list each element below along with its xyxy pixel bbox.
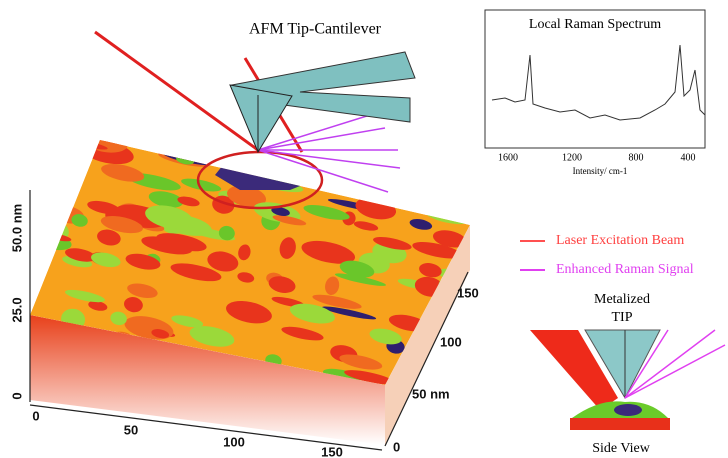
surface-feature	[403, 181, 425, 206]
surface-feature	[311, 136, 325, 147]
surface-feature	[26, 193, 45, 208]
z-tick: 50.0 nm	[9, 204, 24, 252]
x-tick: 0	[32, 408, 39, 423]
side-view-label: Side View	[592, 441, 651, 456]
surface-feature	[378, 150, 409, 164]
x-tick: 50	[124, 422, 138, 437]
surface-feature	[21, 215, 60, 234]
surface-feature	[189, 131, 236, 153]
spectrum-xlabel: Intensity/ cm-1	[573, 166, 628, 176]
cantilever-label: AFM Tip-Cantilever	[249, 21, 382, 38]
surface-feature	[166, 136, 184, 157]
spectrum-tick: 400	[681, 152, 696, 163]
spectrum-tick: 800	[629, 152, 644, 163]
y-tick: 150	[457, 285, 479, 300]
surface-feature	[52, 162, 84, 188]
spectrum-tick: 1600	[498, 152, 518, 163]
surface-feature	[305, 165, 329, 182]
tip-label: Metalized	[594, 292, 650, 307]
surface-feature	[414, 133, 466, 164]
surface-feature	[313, 131, 337, 151]
surface-feature	[462, 137, 477, 149]
surface-feature	[324, 178, 341, 190]
surface-feature	[191, 137, 212, 158]
x-tick: 150	[321, 444, 343, 458]
spectrum-tick: 1200	[562, 152, 582, 163]
z-tick: 25.0	[9, 297, 24, 322]
illustration: 50.0 nm 25.0 0 0 50 100 150 0 50 nm 100 …	[0, 0, 728, 458]
side-molecule	[614, 404, 642, 416]
legend-label: Laser Excitation Beam	[556, 233, 684, 248]
surface-feature	[417, 199, 432, 210]
surface-feature	[22, 162, 51, 181]
spectrum-title: Local Raman Spectrum	[529, 17, 661, 32]
side-substrate	[570, 418, 670, 430]
y-tick: 50 nm	[412, 386, 450, 401]
surface-feature	[424, 186, 470, 211]
tip-label: TIP	[612, 310, 633, 325]
y-tick: 100	[440, 334, 462, 349]
legend-label: Enhanced Raman Signal	[556, 262, 694, 277]
x-tick: 100	[223, 434, 245, 449]
z-tick: 0	[9, 392, 24, 399]
y-tick: 0	[393, 439, 400, 454]
